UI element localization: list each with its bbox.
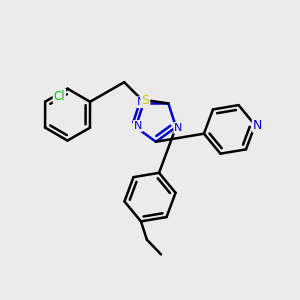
- Text: N: N: [137, 97, 145, 107]
- Text: S: S: [141, 94, 149, 107]
- Text: N: N: [134, 121, 142, 131]
- Text: Cl: Cl: [54, 90, 65, 103]
- Text: N: N: [253, 118, 262, 132]
- Text: N: N: [174, 123, 183, 133]
